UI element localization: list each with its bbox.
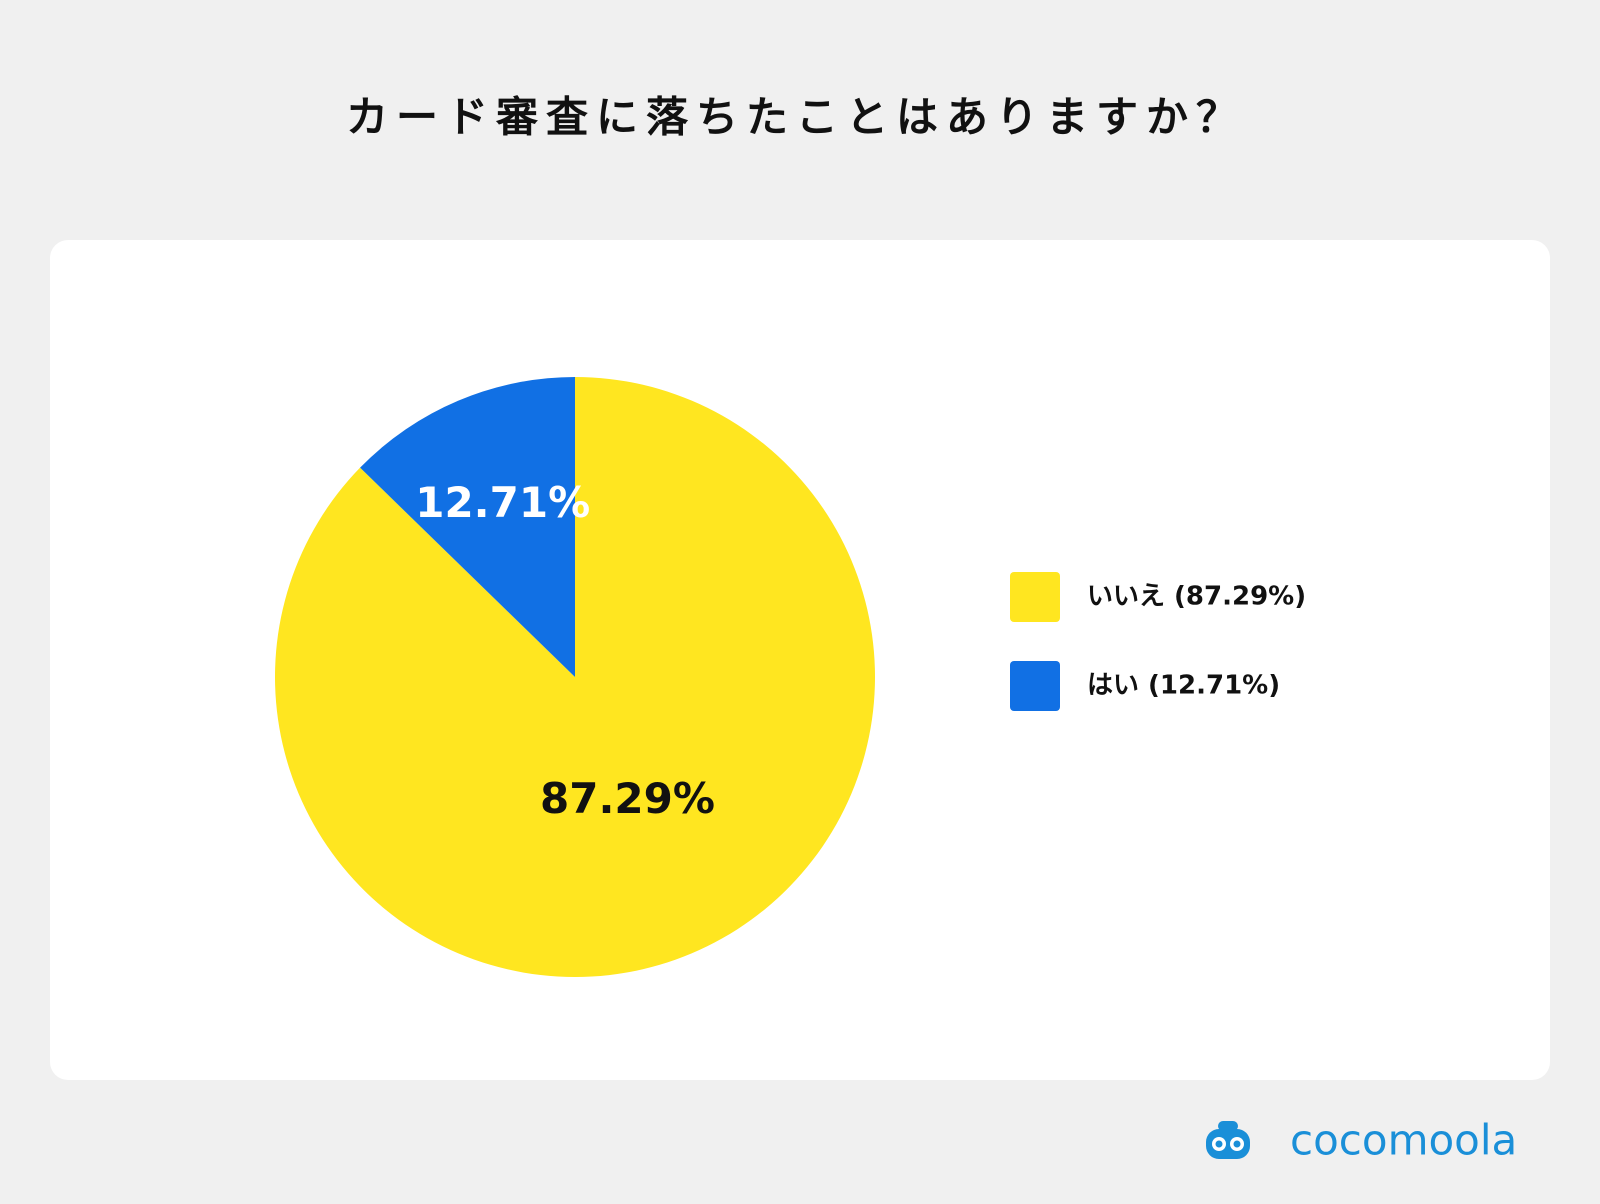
logo-icon xyxy=(1206,1121,1250,1159)
slice-label: 12.71% xyxy=(415,478,590,527)
legend-label: いいえ (87.29%) xyxy=(1087,582,1306,612)
legend-swatch xyxy=(1010,572,1060,622)
logo-text: cocomoola xyxy=(1290,1116,1517,1165)
slice-label: 87.29% xyxy=(540,774,715,823)
legend-label: はい (12.71%) xyxy=(1087,671,1280,701)
legend-swatch xyxy=(1010,661,1060,711)
chart-title: カード審査に落ちたことはありますか？ xyxy=(346,93,1246,142)
pie-slice xyxy=(360,377,575,677)
